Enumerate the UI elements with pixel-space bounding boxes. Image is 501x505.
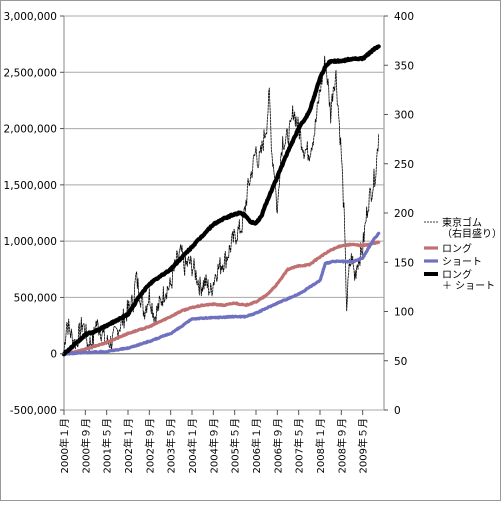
legend-label-1: ロング — [442, 242, 472, 255]
left-tick-label: 2,000,000 — [4, 124, 57, 136]
right-tick-label: 300 — [394, 110, 414, 122]
left-tick-label: 1,500,000 — [4, 180, 57, 192]
legend-label-3: ロング＋ ショート — [442, 268, 495, 292]
right-tick-label: 400 — [394, 11, 414, 23]
x-tick-label: 2002年９月 — [143, 418, 156, 473]
x-tick-label: 2002年１月 — [122, 418, 135, 473]
right-tick-label: 100 — [394, 307, 414, 319]
left-tick-label: 1,000,000 — [4, 236, 57, 248]
series-line-2 — [62, 231, 381, 356]
x-tick-label: 2006年９月 — [271, 418, 284, 473]
left-tick-label: 500,000 — [14, 292, 57, 304]
right-tick-label: 200 — [394, 208, 414, 220]
series-layer — [61, 44, 381, 357]
right-tick-label: 0 — [394, 405, 401, 417]
series-line-1 — [62, 240, 381, 356]
x-tick-label: 2000年９月 — [79, 418, 92, 473]
axis-layer: -500,000 0 500,000 1,000,000 1,500,000 2,000,… — [4, 11, 415, 473]
x-tick-label: 2009年５月 — [357, 418, 370, 473]
left-tick-label: 0 — [50, 349, 57, 361]
x-tick-label: 2000年１月 — [58, 418, 71, 473]
x-tick-label: 2004年１月 — [186, 418, 199, 473]
series-line-3 — [61, 44, 381, 357]
left-tick-label: 2,500,000 — [4, 67, 57, 79]
right-tick-label: 250 — [394, 159, 414, 171]
x-tick-label: 2007年５月 — [293, 418, 306, 473]
x-tick-label: 2006年１月 — [250, 418, 263, 473]
grid-layer — [63, 15, 385, 411]
right-tick-label: 50 — [394, 356, 407, 368]
x-tick-label: 2008年９月 — [335, 418, 348, 473]
left-tick-label: -500,000 — [10, 405, 57, 417]
legend-label-2: ショート — [442, 257, 482, 268]
left-tick-label: 3,000,000 — [4, 11, 57, 23]
x-tick-label: 2005年５月 — [229, 418, 242, 473]
x-tick-label: 2003年５月 — [165, 418, 178, 473]
x-tick-label: 2004年９月 — [207, 418, 220, 473]
x-tick-label: 2008年１月 — [314, 418, 327, 473]
right-tick-label: 350 — [394, 60, 414, 72]
right-tick-label: 150 — [394, 257, 414, 269]
plot-area — [63, 15, 385, 411]
legend-label-0: 東京ゴム（右目盛り） — [442, 216, 501, 240]
x-tick-label: 2001年５月 — [101, 418, 114, 473]
